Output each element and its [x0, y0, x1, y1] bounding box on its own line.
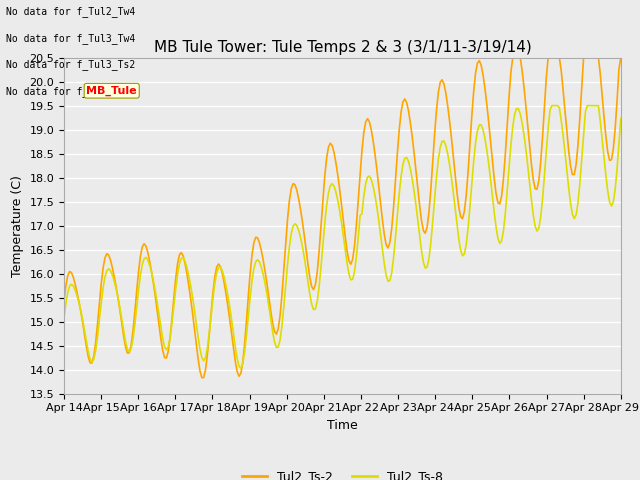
Tul2_Ts-2 — [392, 178, 399, 183]
Tul2_Ts-8 — [403, 155, 410, 160]
Tul2_Ts-8 — [62, 300, 70, 306]
Tul2_Ts-8 — [394, 213, 401, 218]
Tul2_Ts-2 — [62, 283, 70, 289]
Tul2_Ts-8 — [617, 116, 625, 121]
Text: No data for f_Tul2_Tw4: No data for f_Tul2_Tw4 — [6, 6, 136, 17]
Tul2_Ts-8 — [568, 211, 576, 217]
Text: No data for f_Tul3_Ts5: No data for f_Tul3_Ts5 — [6, 85, 136, 96]
X-axis label: Time: Time — [327, 419, 358, 432]
Tul2_Ts-8 — [237, 365, 244, 371]
Tul2_Ts-2 — [533, 186, 541, 192]
Line: Tul2_Ts-8: Tul2_Ts-8 — [64, 106, 621, 368]
Text: No data for f_Tul3_Tw4: No data for f_Tul3_Tw4 — [6, 33, 136, 44]
Text: No data for f_Tul3_Ts2: No data for f_Tul3_Ts2 — [6, 59, 136, 70]
Tul2_Ts-2 — [509, 55, 516, 60]
Title: MB Tule Tower: Tule Temps 2 & 3 (3/1/11-3/19/14): MB Tule Tower: Tule Temps 2 & 3 (3/1/11-… — [154, 40, 531, 55]
Y-axis label: Temperature (C): Temperature (C) — [11, 175, 24, 276]
Tul2_Ts-2 — [60, 299, 68, 304]
Line: Tul2_Ts-2: Tul2_Ts-2 — [64, 58, 621, 378]
Tul2_Ts-2 — [403, 99, 410, 105]
Legend: Tul2_Ts-2, Tul2_Ts-8: Tul2_Ts-2, Tul2_Ts-8 — [237, 465, 448, 480]
Tul2_Ts-8 — [548, 103, 556, 108]
Tul2_Ts-8 — [60, 315, 68, 321]
Tul2_Ts-2 — [198, 375, 205, 381]
Tul2_Ts-8 — [392, 235, 399, 240]
Tul2_Ts-2 — [568, 172, 576, 178]
Tul2_Ts-2 — [394, 151, 401, 157]
Tul2_Ts-2 — [617, 55, 625, 60]
Tul2_Ts-8 — [531, 223, 539, 229]
Text: MB_Tule: MB_Tule — [86, 85, 137, 96]
